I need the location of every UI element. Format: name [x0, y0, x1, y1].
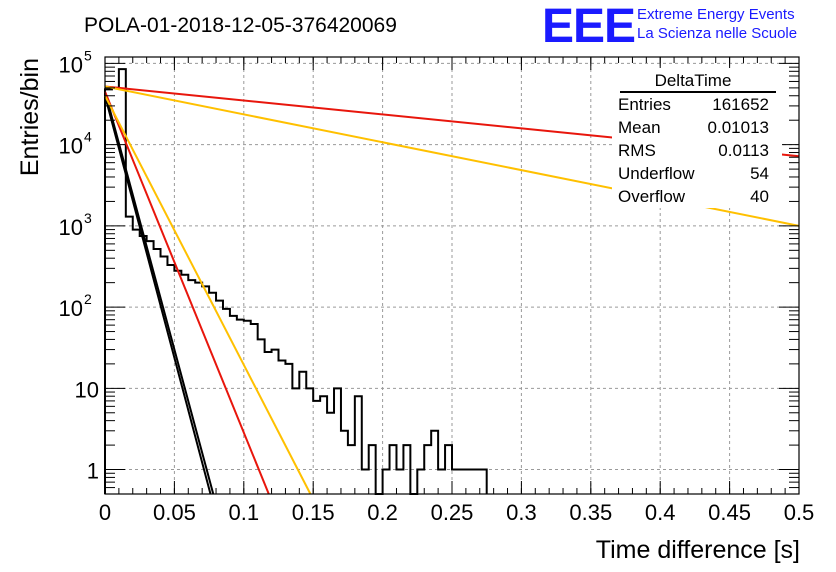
stats-value-rms: 0.0113 [718, 141, 769, 160]
x-tick-label: 0.45 [708, 500, 751, 525]
fit-line [104, 91, 215, 495]
y-axis-label: Entries/bin [16, 58, 44, 176]
logo-subtitle-line1: Extreme Energy Events [637, 6, 795, 23]
fit-line [104, 95, 312, 495]
stats-label-entries: Entries [618, 95, 671, 114]
y-tick-exponent: 2 [84, 291, 92, 307]
axis-ticks [104, 57, 800, 495]
logo-subtitle-line2: La Scienza nelle Scuole [637, 25, 797, 42]
stats-value-mean: 0.01013 [708, 118, 769, 137]
x-tick-labels: 0 0.05 0.1 0.15 0.2 0.25 0.3 0.35 0.4 0.45 0.5 [99, 500, 814, 525]
chart-title: POLA-01-2018-12-05-376420069 [84, 14, 397, 37]
y-tick-label: 1 [87, 459, 99, 484]
y-tick-label: 10 [59, 52, 83, 77]
logo-mark: EEE [542, 0, 635, 53]
x-tick-label: 0.1 [229, 500, 260, 525]
y-tick-exponent: 3 [84, 210, 92, 226]
stats-value-entries: 161652 [712, 95, 769, 114]
y-tick-label: 10 [59, 296, 83, 321]
x-tick-label: 0.15 [292, 500, 335, 525]
stats-label-mean: Mean [618, 118, 661, 137]
x-tick-label: 0.25 [431, 500, 474, 525]
y-tick-label: 10 [75, 377, 99, 402]
x-axis-label: Time difference [s] [596, 536, 800, 564]
stats-label-underflow: Underflow [618, 164, 695, 183]
x-tick-label: 0.4 [645, 500, 676, 525]
stats-box: DeltaTime Entries 161652 Mean 0.01013 RM… [612, 68, 782, 208]
y-tick-exponent: 5 [84, 47, 92, 63]
stats-value-overflow: 40 [750, 187, 769, 206]
fit-line [104, 91, 270, 495]
x-tick-label: 0.2 [367, 500, 398, 525]
eee-logo: EEE [542, 0, 636, 53]
stats-value-underflow: 54 [750, 164, 769, 183]
x-tick-label: 0.05 [153, 500, 196, 525]
y-tick-label: 10 [59, 134, 83, 159]
x-tick-label: 0.35 [569, 500, 612, 525]
y-tick-label: 10 [59, 215, 83, 240]
x-tick-label: 0.5 [784, 500, 815, 525]
x-tick-label: 0 [99, 500, 111, 525]
stats-label-rms: RMS [618, 141, 656, 160]
histogram-step-line [104, 68, 488, 495]
x-tick-label: 0.3 [506, 500, 537, 525]
y-tick-exponent: 4 [84, 129, 92, 145]
stats-label-overflow: Overflow [618, 187, 686, 206]
stats-title: DeltaTime [655, 71, 732, 90]
fit-line [104, 95, 212, 495]
histogram [104, 68, 488, 495]
